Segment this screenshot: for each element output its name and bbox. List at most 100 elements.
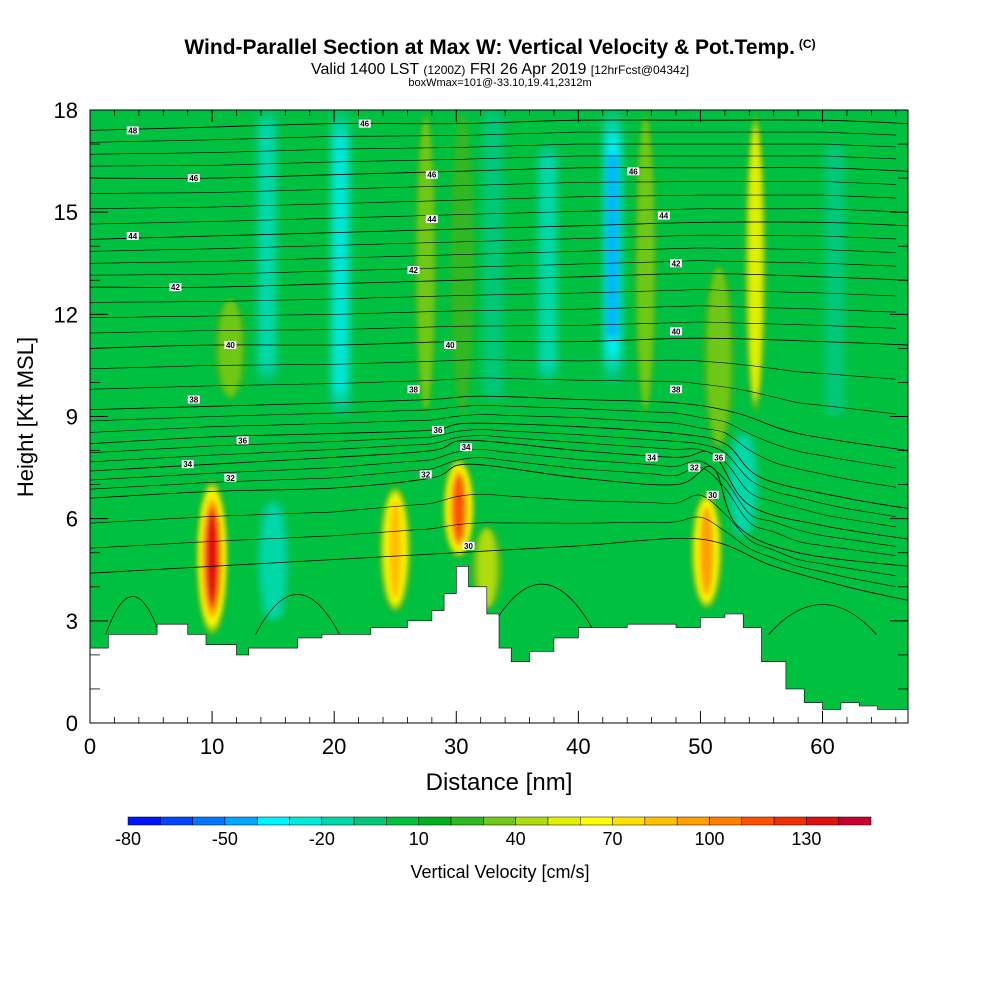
svg-text:46: 46 <box>629 167 638 176</box>
colorbar-tick-label-4: 40 <box>506 829 526 849</box>
x-tick-label-60: 60 <box>810 734 834 759</box>
x-axis-label: Distance [nm] <box>426 769 573 796</box>
colorbar-swatch-17 <box>676 816 710 826</box>
svg-text:44: 44 <box>659 212 668 221</box>
downdraft-band-5-1 <box>539 153 557 373</box>
y-tick-label-0: 0 <box>66 711 78 736</box>
theta-contours <box>90 119 908 635</box>
theta-label-13: 40 <box>670 327 683 336</box>
svg-text:34: 34 <box>462 443 471 452</box>
theta-label-27: 30 <box>706 490 719 500</box>
svg-text:42: 42 <box>672 259 681 268</box>
theta-contour-30 <box>90 537 908 601</box>
colorbar-swatch-16 <box>644 816 678 826</box>
x-axis: 0 10 20 30 40 50 60 <box>84 110 897 759</box>
theta-label-8: 42 <box>169 283 182 292</box>
colorbar-tick-label-6: 100 <box>694 829 724 849</box>
updraft-cell-6-0 <box>450 113 474 414</box>
colorbar: -80 -50 -20 10 40 70 100 130 <box>115 816 872 849</box>
theta-isentrope-4-1 <box>90 377 896 415</box>
theta-isentrope-8-3 <box>90 131 896 143</box>
y-tick-label-15: 15 <box>54 200 78 225</box>
theta-label-24: 32 <box>419 470 432 479</box>
terrain <box>90 566 908 723</box>
downdraft-band-7-0 <box>824 144 845 417</box>
y-tick-label-6: 6 <box>66 507 78 532</box>
theta-isentrope-6-2 <box>90 247 896 264</box>
theta-contour-42 <box>90 273 908 288</box>
theta-contour-40 <box>90 337 908 349</box>
y-tick-label-3: 3 <box>66 609 78 634</box>
colorbar-swatch-14 <box>580 816 613 826</box>
colorbar-swatch-8 <box>386 816 419 826</box>
x-tick-label-50: 50 <box>688 734 712 759</box>
x-tick-label-30: 30 <box>444 734 468 759</box>
theta-isentrope-7-3 <box>90 181 896 194</box>
svg-text:48: 48 <box>128 126 137 135</box>
theta-label-6: 44 <box>425 214 438 224</box>
colorbar-swatch-19 <box>741 816 775 826</box>
theta-isentrope-5-3 <box>90 289 896 303</box>
theta-label-19: 36 <box>712 453 725 462</box>
theta-label-2: 46 <box>187 174 200 183</box>
plot-area: 48 46 46 46 46 44 44 44 42 42 42 40 40 40 38 38 38 36 36 36… <box>90 110 908 723</box>
downdraft-band-2-1 <box>258 120 276 372</box>
y-axis-label: Height [Kft MSL] <box>13 337 38 497</box>
svg-text:36: 36 <box>714 453 723 462</box>
theta-label-7: 44 <box>657 211 670 221</box>
theta-contour-44 <box>90 221 908 240</box>
colorbar-swatch-10 <box>450 816 484 826</box>
colorbar-swatch-5 <box>289 816 323 826</box>
theta-label-23: 32 <box>224 473 237 483</box>
colorbar-tick-label-0: -80 <box>115 829 141 849</box>
svg-text:46: 46 <box>189 174 198 183</box>
theta-isentrope-5-1 <box>90 321 896 334</box>
updraft-cell-7-1 <box>637 119 654 408</box>
colorbar-label: Vertical Velocity [cm/s] <box>410 862 590 882</box>
svg-text:34: 34 <box>647 453 656 462</box>
y-tick-label-9: 9 <box>66 405 78 430</box>
colorbar-swatch-7 <box>353 816 387 826</box>
theta-label-21: 34 <box>460 443 473 452</box>
subtitle-utc: (1200Z) <box>423 63 466 77</box>
theta-isentrope-3-1 <box>90 414 896 488</box>
theta-label-9: 42 <box>407 266 420 275</box>
colorbar-swatch-9 <box>418 816 452 826</box>
low-level-contour-1 <box>255 594 340 635</box>
theta-label-18: 36 <box>431 426 444 435</box>
theta-isentrope-3-2 <box>90 404 896 469</box>
subtitle-date: FRI 26 Apr 2019 <box>469 61 587 78</box>
colorbar-swatch-13 <box>547 816 581 826</box>
theta-label-3: 46 <box>425 170 438 180</box>
x-tick-label-20: 20 <box>322 734 346 759</box>
subtitle-valid: Valid 1400 LST <box>310 61 419 78</box>
colorbar-swatch-15 <box>612 816 646 826</box>
svg-text:44: 44 <box>128 232 137 241</box>
low-level-contour-3 <box>768 604 877 635</box>
updraft-cell-1-6 <box>389 501 401 598</box>
colorbar-swatch-21 <box>806 816 839 826</box>
downdraft-band-4-4 <box>607 153 618 339</box>
y-tick-label-12: 12 <box>54 302 78 327</box>
theta-label-12: 40 <box>444 340 457 350</box>
svg-text:32: 32 <box>421 470 430 479</box>
y-tick-label-18: 18 <box>54 98 78 123</box>
title-text: Wind-Parallel Section at Max W: Vertical… <box>184 36 795 59</box>
colorbar-swatch-20 <box>773 816 807 826</box>
svg-text:30: 30 <box>708 491 717 500</box>
colorbar-swatch-2 <box>192 816 226 826</box>
svg-text:36: 36 <box>238 436 247 445</box>
updraft-cell-0-11 <box>207 514 217 602</box>
colorbar-swatch-6 <box>321 816 355 826</box>
colorbar-swatch-4 <box>256 816 290 826</box>
colorbar-swatch-22 <box>838 816 872 826</box>
theta-isentrope-6-1 <box>90 260 896 276</box>
vertical-velocity-bands <box>257 110 845 621</box>
svg-text:38: 38 <box>189 395 198 404</box>
chart-title: Wind-Parallel Section at Max W: Vertical… <box>0 36 1000 60</box>
x-tick-label-0: 0 <box>84 734 96 759</box>
svg-text:36: 36 <box>434 426 443 435</box>
theta-contour-32 <box>90 463 908 567</box>
svg-text:34: 34 <box>183 460 192 469</box>
theta-isentrope-2-1 <box>90 435 896 528</box>
